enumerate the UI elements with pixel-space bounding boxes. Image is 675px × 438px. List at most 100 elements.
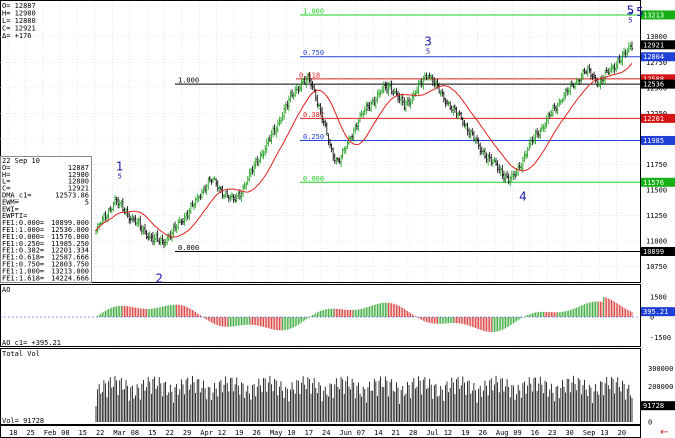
info-label: FE1:0.382= — [2, 247, 44, 255]
info-label: FE1:1.618= — [2, 274, 44, 282]
info-label: FE1:1.000= — [2, 226, 44, 234]
date-label: 19 — [235, 429, 243, 437]
price-box-label: 12921 — [643, 41, 664, 49]
date-label: 12 — [218, 429, 226, 437]
date-label: 19 — [461, 429, 469, 437]
info-label: FE1:0.000= — [2, 233, 44, 241]
wave-label: 2 — [155, 271, 163, 285]
price-box-label: 10899 — [643, 248, 664, 256]
wave-label: 4 — [519, 189, 527, 203]
date-label: 24 — [322, 429, 330, 437]
ao-tick-label: -1500 — [650, 334, 671, 342]
price-box-label: 11576 — [643, 179, 664, 187]
ohlc-line: L= 12880 — [2, 17, 36, 25]
wave-label: 1 — [116, 160, 124, 174]
info-value: 12980 — [68, 171, 89, 179]
info-value: 14224.666 — [51, 274, 89, 282]
ohlc-line: Δ= +176 — [2, 32, 32, 40]
info-panel-rows: 22 Sep 10O= 12887 H= 12980 L= 12880 C= 12921 DMA… — [2, 157, 89, 282]
ao-value-box — [641, 307, 675, 317]
volume-axis: 010000020000030000091728 — [641, 365, 675, 427]
wave-sublabel: 5 — [426, 48, 430, 56]
fib-label: 1.000 — [178, 77, 199, 85]
info-value: 12587.666 — [51, 254, 89, 262]
info-label: EWI= — [2, 205, 19, 213]
info-value: 12880 — [68, 178, 89, 186]
price-tick-label: 13000 — [646, 33, 667, 41]
info-label: H= — [2, 171, 10, 179]
scroll-arrow-icon[interactable]: ← — [660, 427, 668, 438]
date-label: 21 — [392, 429, 400, 437]
date-label: May — [270, 429, 283, 437]
info-value: 12573.86 — [55, 192, 89, 200]
price-axis: 1075011000112501150011750120001225012500… — [646, 33, 667, 271]
info-value: 12536.000 — [51, 226, 89, 234]
date-label: 12 — [444, 429, 452, 437]
wave-sublabel: 5 — [628, 17, 632, 25]
info-label: O= — [2, 164, 10, 172]
date-label: 08 — [131, 429, 139, 437]
volume-readout: Vol= 91728 — [2, 417, 44, 425]
fib-label: 1.000 — [303, 7, 324, 15]
price-box — [641, 177, 675, 187]
date-label: 26 — [252, 429, 260, 437]
wave-sublabel: 5 — [117, 173, 121, 181]
date-label: 20 — [618, 429, 626, 437]
price-box — [641, 246, 675, 256]
info-value: 12887 — [68, 164, 89, 172]
price-box — [641, 10, 675, 20]
price-box — [641, 74, 675, 84]
date-label: 26 — [479, 429, 487, 437]
wave-label: 3 — [424, 35, 432, 49]
ao-axis: -1500 0 1500 395.21 — [641, 293, 675, 342]
date-label: 10 — [287, 429, 295, 437]
fib-label: 0.250 — [303, 133, 324, 141]
price-tick-label: 12250 — [646, 110, 667, 118]
date-label: 18 — [9, 429, 17, 437]
ao-readout: AO_c1= +395.21 — [2, 339, 61, 347]
info-value: 13213.000 — [51, 267, 89, 275]
volume-bars — [95, 375, 633, 422]
info-label: FE1:0.250= — [2, 240, 44, 248]
date-label: 15 — [148, 429, 156, 437]
price-box-label: 11985 — [643, 137, 664, 145]
info-label: L= — [2, 178, 10, 186]
date-label: 23 — [548, 429, 556, 437]
date-label: Aug — [496, 429, 509, 437]
date-labels: 18 25 Feb 08 15 22 Mar 08 15 22 29 Apr 12 19 26 May 10 17… — [9, 429, 626, 437]
date-label: Feb — [44, 429, 57, 437]
volume-tick-label: 200000 — [648, 383, 673, 391]
info-label: FE1:0.618= — [2, 254, 44, 262]
date-label: 08 — [61, 429, 69, 437]
volume-title: Total Vol — [2, 350, 40, 358]
price-tick-label: 12750 — [646, 59, 667, 67]
date-label: 30 — [565, 429, 573, 437]
date-label: 07 — [357, 429, 365, 437]
ao-tick-label: 0 — [650, 314, 654, 322]
price-panel — [0, 0, 641, 283]
info-label: FE1:0.000= — [2, 219, 44, 227]
moving-average-line — [95, 63, 633, 238]
fib-label: 0.000 — [178, 244, 199, 252]
date-label: 13 — [600, 429, 608, 437]
info-label: DMA_c1= — [2, 192, 32, 200]
date-label: 14 — [374, 429, 382, 437]
info-value: 5 — [85, 198, 89, 206]
price-box — [641, 79, 675, 89]
price-box — [641, 52, 675, 62]
ao-value-label: 395.21 — [643, 308, 668, 316]
candles — [95, 41, 633, 249]
price-tick-label: 11000 — [646, 238, 667, 246]
date-label: Jul — [426, 429, 439, 437]
info-panel — [0, 156, 92, 283]
price-box-label: 12536 — [643, 81, 664, 89]
ao-bars — [0, 296, 640, 333]
date-label: 16 — [531, 429, 539, 437]
volume-tick-label: 0 — [648, 419, 652, 427]
fib-label: 0.750 — [303, 49, 324, 57]
info-label: FE1:1.000= — [2, 267, 44, 275]
